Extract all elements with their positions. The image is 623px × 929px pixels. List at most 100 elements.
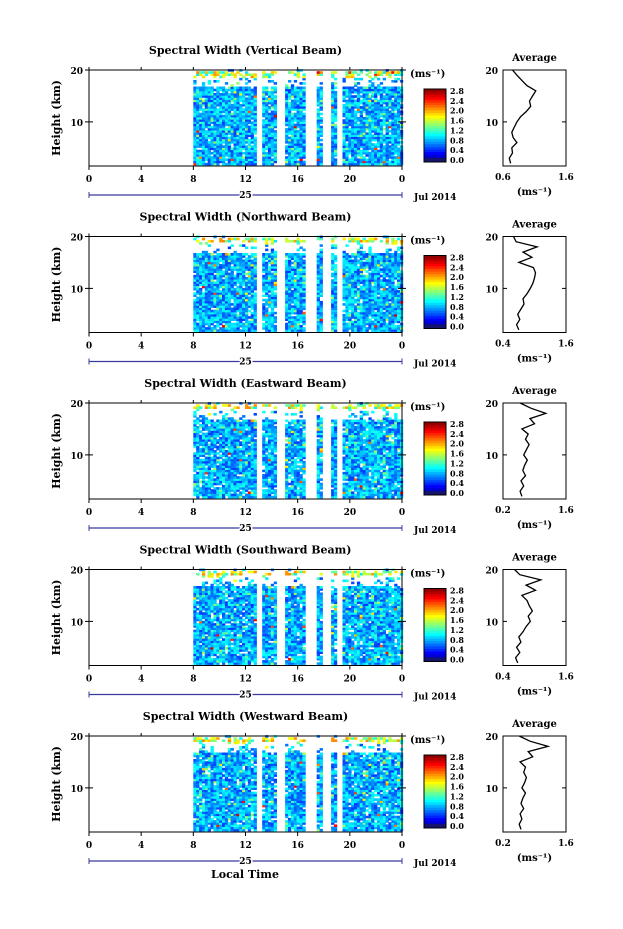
heatmap-cell	[204, 439, 209, 442]
heatmap-cell	[227, 130, 232, 133]
heatmap-cell	[351, 158, 355, 161]
heatmap-cell	[285, 272, 289, 276]
heatmap-cell	[207, 324, 211, 328]
heatmap-cell	[222, 478, 226, 481]
heatmap-cell	[362, 162, 366, 166]
heatmap-cell	[196, 283, 200, 287]
heatmap-cell	[199, 127, 203, 131]
heatmap-cell	[288, 266, 292, 269]
heatmap-cell	[219, 151, 223, 155]
heatmap-cell	[359, 285, 363, 289]
heatmap-cell	[227, 318, 232, 321]
heatmap-cell	[382, 88, 386, 92]
heatmap-cell	[233, 160, 237, 164]
heatmap-cell	[331, 136, 335, 140]
heatmap-cell	[267, 136, 272, 140]
heatmap-cell	[222, 428, 226, 431]
heatmap-cell	[230, 285, 234, 289]
colorbar-segment	[424, 273, 446, 277]
heatmap-cell	[233, 162, 237, 166]
heatmap-cell	[293, 106, 298, 109]
heatmap-cell	[356, 327, 361, 330]
heatmap-cell	[290, 71, 295, 74]
heatmap-cell	[319, 90, 323, 94]
heatmap-cell	[351, 147, 355, 151]
heatmap-cell	[270, 242, 275, 245]
chart-panel: Spectral Width (Northward Beam)2010Heigh…	[50, 211, 574, 370]
heatmap-cell	[250, 160, 254, 164]
heatmap-cell	[319, 149, 323, 153]
heatmap-cell	[199, 101, 203, 105]
heatmap-cell	[371, 281, 375, 284]
heatmap-cell	[199, 93, 203, 96]
heatmap-cell	[199, 123, 203, 127]
heatmap-cell	[319, 320, 323, 324]
heatmap-cell	[397, 106, 401, 109]
heatmap-cell	[230, 493, 234, 497]
heatmap-cell	[290, 117, 295, 120]
heatmap-cell	[345, 93, 349, 96]
heatmap-cell	[219, 445, 223, 449]
heatmap-cell	[210, 458, 214, 462]
heatmap-cell	[216, 469, 220, 473]
heatmap-cell	[199, 261, 203, 265]
heatmap-cell	[227, 283, 232, 287]
heatmap-cell	[354, 287, 358, 291]
heatmap-cell	[222, 117, 226, 120]
colorbar-tick-label: 0.8	[450, 135, 464, 145]
heatmap-cell	[199, 259, 203, 263]
heatmap-cell	[224, 99, 229, 103]
heatmap-cell	[351, 329, 355, 332]
heatmap-cell	[270, 90, 275, 94]
heatmap-cell	[397, 261, 401, 265]
heatmap-cell	[270, 320, 275, 324]
heatmap-cell	[239, 277, 243, 280]
heatmap-cell	[245, 292, 249, 295]
heatmap-cell	[385, 117, 389, 120]
heatmap-cell	[222, 147, 226, 151]
heatmap-cell	[316, 329, 320, 332]
heatmap-cell	[224, 463, 229, 466]
heatmap-cell	[316, 86, 320, 90]
heatmap-cell	[354, 311, 358, 315]
heatmap-cell	[273, 279, 277, 282]
heatmap-cell	[270, 316, 275, 319]
heatmap-cell	[285, 287, 289, 291]
heatmap-cell	[250, 246, 254, 250]
heatmap-cell	[219, 467, 223, 470]
heatmap-cell	[199, 489, 203, 492]
heatmap-cell	[216, 478, 220, 481]
heatmap-cell	[397, 136, 401, 140]
heatmap-cell	[397, 103, 401, 107]
heatmap-cell	[365, 318, 369, 321]
heatmap-cell	[359, 154, 363, 157]
heatmap-cell	[285, 97, 289, 100]
heatmap-cell	[227, 268, 232, 271]
heatmap-cell	[267, 281, 272, 284]
heatmap-cell	[222, 292, 226, 295]
heatmap-cell	[296, 97, 300, 100]
heatmap-cell	[377, 277, 381, 280]
heatmap-cell	[371, 162, 375, 166]
heatmap-cell	[216, 447, 220, 451]
heatmap-cell	[224, 255, 229, 258]
heatmap-cell	[356, 110, 361, 114]
heatmap-cell	[362, 250, 366, 254]
heatmap-cell	[345, 281, 349, 284]
heatmap-cell	[374, 290, 378, 293]
heatmap-cell	[196, 474, 200, 477]
heatmap-cell	[371, 322, 375, 326]
heatmap-cell	[385, 300, 389, 304]
heatmap-cell	[333, 112, 338, 116]
heatmap-cell	[247, 145, 252, 148]
heatmap-cell	[196, 417, 200, 420]
heatmap-cell	[316, 90, 320, 94]
heatmap-cell	[201, 283, 206, 287]
heatmap-cell	[227, 489, 232, 492]
heatmap-cell	[222, 86, 226, 90]
heatmap-cell	[356, 117, 361, 120]
heatmap-cell	[368, 80, 372, 83]
heatmap-cell	[273, 114, 277, 118]
heatmap-cell	[273, 268, 277, 271]
heatmap-cell	[368, 103, 372, 107]
